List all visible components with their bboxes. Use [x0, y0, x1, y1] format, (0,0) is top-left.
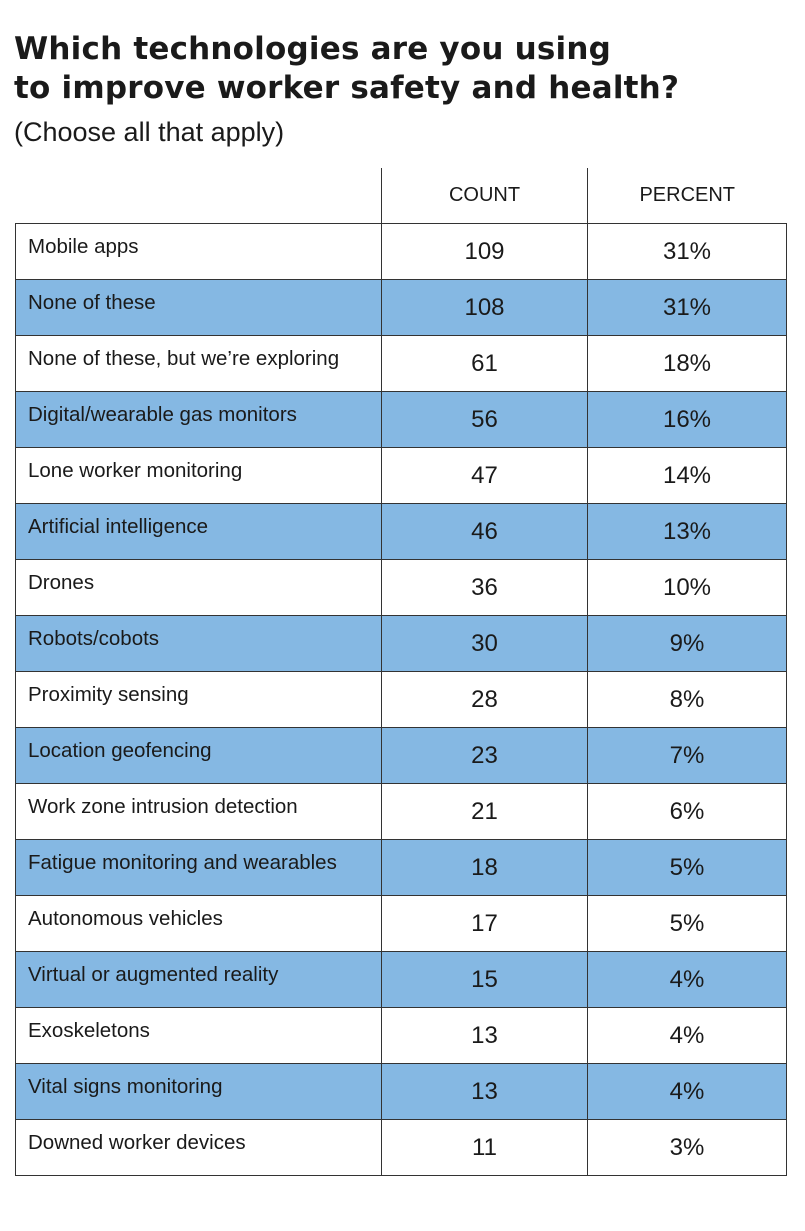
row-count: 46: [381, 503, 588, 560]
row-label: Virtual or augmented reality: [15, 951, 382, 1008]
row-label: None of these, but we’re exploring: [15, 335, 382, 392]
row-percent: 4%: [587, 1007, 787, 1064]
row-count: 109: [381, 223, 588, 280]
row-count: 36: [381, 559, 588, 616]
chart-subtitle: (Choose all that apply): [14, 117, 285, 147]
table-row: None of these 108 31%: [15, 279, 787, 336]
table-row: Autonomous vehicles 17 5%: [15, 895, 787, 952]
row-percent: 8%: [587, 671, 787, 728]
row-label: None of these: [15, 279, 382, 336]
row-percent: 31%: [587, 223, 787, 280]
row-percent: 10%: [587, 559, 787, 616]
row-label: Artificial intelligence: [15, 503, 382, 560]
row-count: 56: [381, 391, 588, 448]
row-count: 17: [381, 895, 588, 952]
table-row: Robots/cobots 30 9%: [15, 615, 787, 672]
row-percent: 13%: [587, 503, 787, 560]
table-header-row: COUNT PERCENT: [15, 168, 787, 224]
row-count: 18: [381, 839, 588, 896]
row-count: 13: [381, 1063, 588, 1120]
row-percent: 31%: [587, 279, 787, 336]
row-label: Proximity sensing: [15, 671, 382, 728]
row-count: 23: [381, 727, 588, 784]
header-percent: PERCENT: [587, 168, 787, 224]
results-table: COUNT PERCENT Mobile apps 109 31% None of t…: [15, 168, 787, 1176]
row-percent: 5%: [587, 839, 787, 896]
table-body: Mobile apps 109 31% None of these 108 31% None…: [15, 223, 787, 1176]
table-row: Lone worker monitoring 47 14%: [15, 447, 787, 504]
row-label: Lone worker monitoring: [15, 447, 382, 504]
row-label: Location geofencing: [15, 727, 382, 784]
table-row: None of these, but we’re exploring 61 18%: [15, 335, 787, 392]
row-label: Drones: [15, 559, 382, 616]
row-count: 30: [381, 615, 588, 672]
row-label: Mobile apps: [15, 223, 382, 280]
row-percent: 18%: [587, 335, 787, 392]
row-percent: 5%: [587, 895, 787, 952]
row-label: Fatigue monitoring and wearables: [15, 839, 382, 896]
table-row: Fatigue monitoring and wearables 18 5%: [15, 839, 787, 896]
row-count: 61: [381, 335, 588, 392]
table-row: Virtual or augmented reality 15 4%: [15, 951, 787, 1008]
row-percent: 3%: [587, 1119, 787, 1176]
row-percent: 16%: [587, 391, 787, 448]
row-label: Robots/cobots: [15, 615, 382, 672]
row-count: 15: [381, 951, 588, 1008]
table-row: Exoskeletons 13 4%: [15, 1007, 787, 1064]
table-row: Location geofencing 23 7%: [15, 727, 787, 784]
row-label: Autonomous vehicles: [15, 895, 382, 952]
chart-title: Which technologies are you using to impr…: [14, 31, 680, 106]
row-count: 47: [381, 447, 588, 504]
row-count: 13: [381, 1007, 588, 1064]
row-count: 28: [381, 671, 588, 728]
table-row: Vital signs monitoring 13 4%: [15, 1063, 787, 1120]
table-row: Drones 36 10%: [15, 559, 787, 616]
row-label: Exoskeletons: [15, 1007, 382, 1064]
row-label: Work zone intrusion detection: [15, 783, 382, 840]
row-count: 108: [381, 279, 588, 336]
row-count: 21: [381, 783, 588, 840]
row-percent: 4%: [587, 951, 787, 1008]
row-percent: 4%: [587, 1063, 787, 1120]
row-label: Digital/wearable gas monitors: [15, 391, 382, 448]
row-percent: 9%: [587, 615, 787, 672]
table-row: Proximity sensing 28 8%: [15, 671, 787, 728]
row-percent: 14%: [587, 447, 787, 504]
row-count: 11: [381, 1119, 588, 1176]
table-row: Digital/wearable gas monitors 56 16%: [15, 391, 787, 448]
table-row: Mobile apps 109 31%: [15, 223, 787, 280]
header-label-column: [15, 168, 382, 224]
row-percent: 6%: [587, 783, 787, 840]
table-row: Downed worker devices 11 3%: [15, 1119, 787, 1176]
table-row: Work zone intrusion detection 21 6%: [15, 783, 787, 840]
row-percent: 7%: [587, 727, 787, 784]
header-count: COUNT: [381, 168, 588, 224]
row-label: Downed worker devices: [15, 1119, 382, 1176]
row-label: Vital signs monitoring: [15, 1063, 382, 1120]
table-row: Artificial intelligence 46 13%: [15, 503, 787, 560]
